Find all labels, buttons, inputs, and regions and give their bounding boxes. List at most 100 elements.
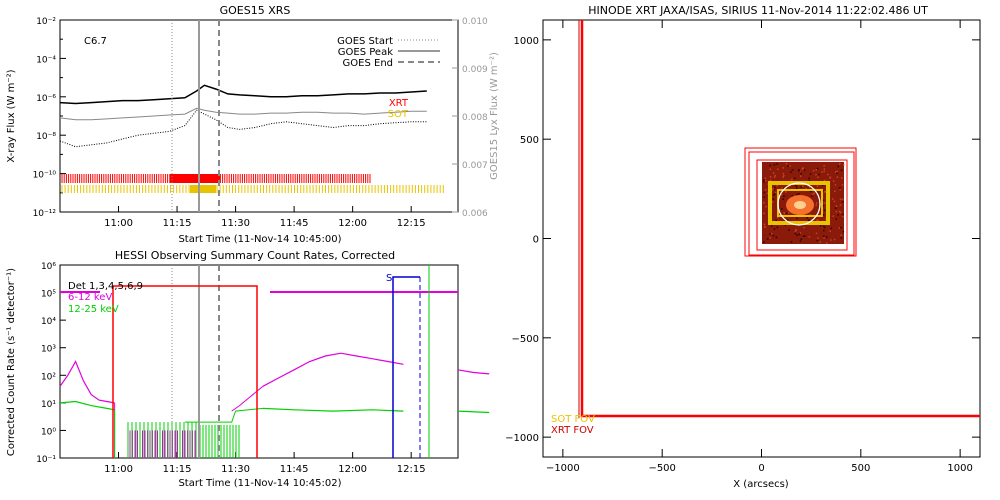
legend-12-25: 12-25 keV	[68, 304, 119, 315]
goes-y-right-tick-label: 0.009	[462, 65, 488, 75]
roi-speckle	[798, 170, 800, 172]
goes-observation-bars	[61, 174, 444, 193]
roi-speckle	[810, 190, 812, 193]
roi-speckle	[764, 177, 766, 180]
roi-speckle	[799, 240, 802, 242]
roi-speckle	[798, 233, 800, 236]
roi-speckle	[782, 176, 784, 178]
hessi-x-tick-label: 12:00	[338, 464, 367, 475]
roi-speckle	[842, 213, 844, 216]
goes-x-tick-label: 11:30	[221, 218, 250, 229]
hessi-x-tick-label: 11:15	[163, 464, 192, 475]
roi-speckle	[823, 209, 826, 212]
roi-speckle	[823, 170, 825, 173]
label-xrt: XRT	[389, 98, 409, 109]
roi-speckle	[763, 191, 766, 194]
goes-x-tick-label: 11:00	[104, 218, 133, 229]
xrt-x-tick-label: 500	[851, 463, 870, 474]
roi-speckle	[800, 186, 803, 188]
roi-speckle	[763, 223, 766, 225]
goes-y-right-tick-label: 0.007	[462, 161, 488, 171]
roi-speckle	[836, 170, 838, 173]
roi-speckle	[805, 188, 807, 190]
roi-speckle	[772, 172, 775, 174]
goes-x-tick-label: 12:15	[397, 218, 426, 229]
roi-speckle	[816, 219, 818, 221]
hessi-x-label: Start Time (11-Nov-14 10:45:02)	[178, 478, 341, 489]
hessi-series-line-3	[59, 400, 115, 411]
roi-speckle	[798, 169, 800, 171]
roi-speckle	[842, 215, 844, 218]
roi-speckle	[839, 204, 842, 206]
roi-speckle	[835, 218, 837, 220]
roi-speckle	[822, 205, 824, 207]
roi-speckle	[816, 185, 819, 187]
roi-speckle	[809, 173, 812, 175]
roi-speckle	[835, 205, 838, 207]
roi-speckle	[801, 168, 804, 170]
goes-y-right-tick-label: 0.008	[462, 113, 488, 123]
roi-speckle	[838, 210, 841, 213]
roi-speckle	[794, 230, 797, 232]
xrt-x-tick-label: −1000	[546, 463, 580, 474]
roi-speckle	[777, 168, 779, 171]
roi-speckle	[786, 212, 788, 215]
label-sot: SOT	[388, 109, 409, 120]
goes-title: GOES15 XRS	[220, 4, 291, 17]
roi-speckle	[829, 230, 831, 232]
roi-speckle	[774, 174, 776, 177]
roi-speckle	[842, 164, 845, 166]
label-sot-fov: SOT FOV	[551, 414, 595, 425]
roi-speckle	[799, 232, 802, 234]
roi-speckle	[773, 164, 776, 166]
roi-speckle	[839, 198, 842, 200]
roi-speckle	[787, 212, 790, 214]
xrt-title: HINODE XRT JAXA/ISAS, SIRIUS 11-Nov-2014…	[588, 4, 928, 17]
hessi-series-group	[59, 352, 490, 458]
hessi-magenta-recovery	[231, 385, 264, 412]
roi-speckle	[835, 210, 838, 213]
xrt-roi	[744, 147, 857, 257]
hessi-series-line-1	[262, 352, 404, 387]
goes-y-tick-label: 10⁻⁴	[36, 55, 56, 65]
hessi-series-line-0	[59, 360, 115, 404]
roi-white-circle	[777, 182, 821, 226]
roi-speckle	[796, 234, 798, 236]
roi-speckle	[774, 186, 776, 189]
roi-bright-center	[794, 201, 806, 209]
goes-y-tick-label: 10⁻⁸	[36, 132, 56, 142]
hessi-y-tick-label: 10⁵	[41, 290, 56, 300]
roi-speckle	[772, 234, 775, 237]
roi-speckle	[763, 196, 766, 198]
goes-series-line-2	[59, 109, 427, 148]
roi-speckle	[796, 193, 798, 196]
goes-y-right-axis: 0.006 0.007 0.008 0.009 0.010	[452, 17, 488, 219]
roi-speckle	[794, 232, 797, 235]
roi-speckle	[795, 185, 798, 188]
roi-speckle	[791, 195, 793, 197]
roi-speckle	[818, 173, 820, 176]
roi-speckle	[812, 169, 815, 172]
roi-speckle	[815, 232, 818, 235]
roi-speckle	[789, 165, 791, 167]
goes-y-tick-label: 10⁻²	[36, 17, 56, 27]
roi-speckle	[823, 235, 825, 237]
goes-x-tick-label: 12:00	[338, 218, 367, 229]
roi-speckle	[781, 187, 783, 189]
roi-speckle	[835, 171, 837, 173]
goes-y-tick-label: 10⁻¹⁰	[33, 171, 57, 181]
roi-speckle	[823, 165, 825, 167]
xrt-obs-dense	[170, 174, 220, 183]
roi-speckle	[791, 178, 793, 181]
roi-speckle	[832, 198, 834, 200]
roi-speckle	[833, 238, 836, 241]
roi-speckle	[823, 168, 826, 170]
goes-x-axis: 11:00 11:15 11:30 11:45 12:00 12:15	[104, 206, 426, 229]
xrt-x-axis: −1000 −500 0 500 1000	[546, 20, 973, 474]
legend-goes-end: GOES End	[343, 58, 393, 69]
hessi-series-line-5	[457, 410, 490, 414]
roi-speckle	[800, 175, 802, 177]
roi-speckle	[773, 176, 776, 178]
legend-6-12: 6-12 keV	[68, 292, 112, 303]
roi-speckle	[822, 184, 824, 186]
